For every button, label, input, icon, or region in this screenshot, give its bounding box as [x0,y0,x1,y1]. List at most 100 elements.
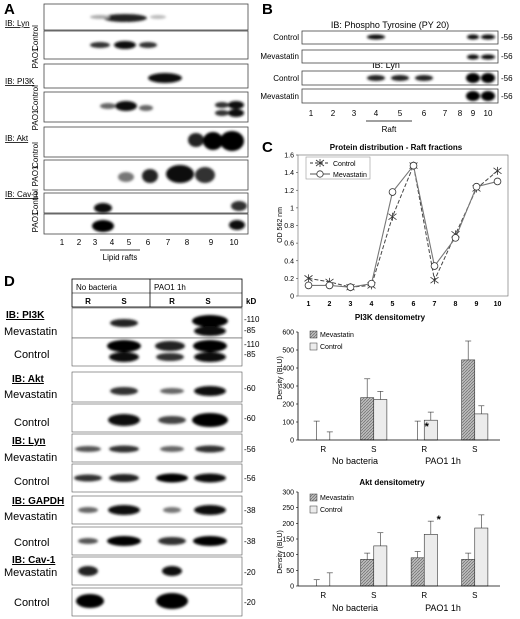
data-point-control [430,276,439,285]
panel-d-ib-gapdh: IB: GAPDH [12,496,64,507]
lane-number: 1 [309,109,314,118]
y-tick-label: 300 [282,490,294,497]
panel-a-row-label: Control [31,85,40,111]
blot-frame [43,213,249,235]
x-tick-label: 5 [391,301,395,308]
y-tick-label: 300 [282,384,294,391]
panel-d-bands [74,315,228,609]
kd-marker: -38 [244,537,256,546]
data-point-mevastatin [451,234,460,242]
row-label: Mevastatin [4,452,57,464]
bar-mevastatin [461,559,476,587]
panel-a-row-label: Control [31,189,40,215]
panel-a-row-label: Control [31,142,40,168]
line-plot [304,161,502,292]
chart-title: Protein distribution - Raft fractions [330,143,463,152]
panel-b-row-label: Mevastatin [260,52,299,61]
y-tick-label: 100 [282,552,294,559]
y-tick-label: 500 [282,348,294,355]
series-line-mevastatin [308,164,498,288]
y-tick-label: 0.2 [284,276,294,283]
blot-frame [71,556,243,586]
bar-mevastatin [360,397,375,441]
lane-number: 6 [422,109,427,118]
x-tick-label: 10 [494,301,502,308]
blot-frame [43,91,249,123]
row-label: Control [14,597,49,609]
panel-c: C Protein distribution - Raft fractions … [262,139,502,308]
lane-label: R [169,297,175,306]
legend-swatch-control [309,505,318,514]
lane-number: 3 [352,109,357,118]
lipid-rafts-label: Lipid rafts [103,253,138,262]
significance-marker: * [437,514,442,526]
y-tick-label: 1.2 [284,188,294,195]
lane-number: 4 [374,109,379,118]
data-point-mevastatin [388,188,397,196]
lane-number: 9 [209,238,214,247]
bar-control [373,545,388,587]
x-tick-label: S [472,445,477,454]
panel-b-letter: B [262,1,273,18]
row-label: Mevastatin [4,511,57,523]
panel-b-bands [367,34,495,101]
kd-header: kD [246,297,256,306]
lane-number: 8 [185,238,190,247]
data-point-mevastatin [367,279,376,288]
y-tick-label: 100 [282,420,294,427]
significance-marker: * [425,421,430,433]
bar-mevastatin [360,559,375,587]
panel-d: D No bacteria PAO1 1h R S R S kD IB: PI3… [4,273,260,617]
bar-mevastatin [461,359,476,441]
x-tick-label: 1 [307,301,311,308]
panel-a-row-label: PAO1 [31,211,40,232]
blot-frame [43,192,249,214]
data-point-control [493,166,502,175]
bar-control [423,533,438,587]
kd-marker: -20 [244,598,256,607]
bar-control [474,413,489,441]
legend-label: Mevastatin [320,495,354,502]
panel-b-kd: -56 -56 -56 -56 [501,33,513,101]
legend-label: Control [333,161,356,168]
panel-a-ib-akt: IB: Akt [5,134,29,143]
kd-marker: -85 [244,350,256,359]
blot-frame [301,49,499,64]
panel-a: A IB: Lyn IB: PI3K IB: Akt IB: Cav-1 Con… [4,1,249,262]
kd-marker: -38 [244,506,256,515]
kd-marker: -56 [501,33,513,42]
kd-marker: -20 [244,568,256,577]
panel-a-row-label: PAO1 [31,109,40,130]
kd-marker: -56 [244,474,256,483]
star-marker-icon [315,159,325,167]
y-tick-label: 600 [282,330,294,337]
panel-d-ib-pi3k: IB: PI3K [6,310,45,321]
y-tick-label: 1.6 [284,153,294,160]
panel-a-row-label: PAO1 [31,47,40,68]
x-tick-label: 4 [370,301,374,308]
y-tick-labels: 0 0.2 0.4 0.6 0.8 1 1.2 1.4 1.6 [284,153,294,301]
lane-number: 6 [146,238,151,247]
lane-number: 7 [166,238,171,247]
panel-c-letter: C [262,139,273,156]
panel-d-letter: D [4,273,15,290]
y-tick-label: 0.6 [284,241,294,248]
lane-number: 10 [230,238,239,247]
chart-title: Akt densitometry [359,478,425,487]
lane-number: 2 [331,109,336,118]
x-tick-label: 3 [349,301,353,308]
x-tick-label: 7 [433,301,437,308]
panel-a-lane-numbers: 1 2 3 4 5 6 7 8 9 10 [60,238,239,247]
blot-frame [301,88,499,104]
blot-frame [301,30,499,45]
x-tick-label: 6 [412,301,416,308]
panel-a-row-label: PAO1 [31,165,40,186]
row-label: Control [14,417,49,429]
legend-label: Mevastatin [320,332,354,339]
panel-b-lane-numbers: 1 2 3 4 5 6 7 8 9 10 [309,109,493,118]
akt-chart: Akt densitometry Density (BLU) 0 50 100 150… [277,478,489,613]
lane-number: 5 [398,109,403,118]
kd-marker: -56 [244,445,256,454]
lane-number: 3 [93,238,98,247]
